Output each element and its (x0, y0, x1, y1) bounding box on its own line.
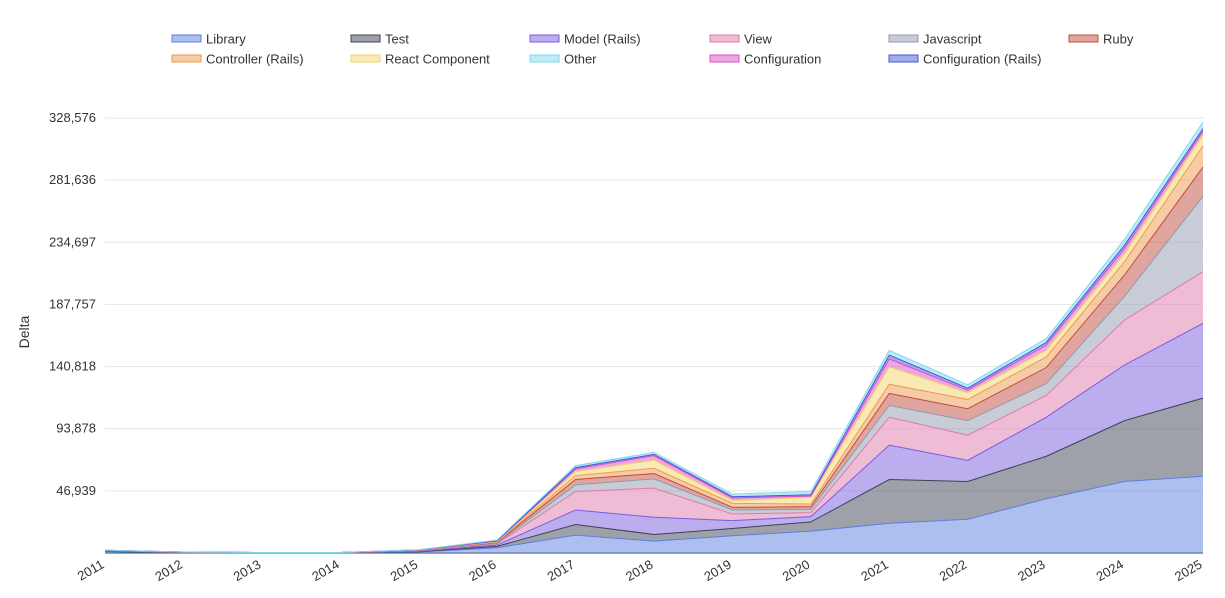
grid-lines (105, 117, 1203, 554)
legend-item-view[interactable]: View (709, 32, 773, 47)
y-tick-label: 328,576 (49, 110, 96, 125)
x-tick-label: 2021 (858, 557, 891, 584)
legend-item-controller-rails[interactable]: Controller (Rails) (171, 52, 304, 67)
x-tick-label: 2012 (152, 557, 185, 584)
x-tick-label: 2022 (937, 557, 970, 584)
legend-swatch (709, 54, 740, 63)
legend-swatch (529, 54, 560, 63)
x-tick-label: 2023 (1015, 557, 1048, 584)
area-view[interactable] (105, 271, 1203, 553)
legend-label: React Component (385, 52, 490, 67)
y-tick-label: 234,697 (49, 234, 96, 249)
legend-item-react-component[interactable]: React Component (350, 52, 490, 67)
x-tick-label: 2017 (545, 557, 578, 584)
x-tick-label: 2016 (466, 557, 499, 584)
x-tick-label: 2015 (388, 557, 421, 584)
legend-swatch (709, 34, 740, 43)
legend-item-configuration-rails[interactable]: Configuration (Rails) (888, 52, 1042, 67)
legend-item-ruby[interactable]: Ruby (1068, 32, 1134, 47)
y-tick-label: 187,757 (49, 296, 96, 311)
x-tick-label: 2020 (780, 557, 813, 584)
legend-label: Model (Rails) (564, 32, 641, 47)
line-other (104, 121, 1204, 554)
x-tick-label: 2024 (1094, 557, 1127, 584)
legend-swatch (888, 34, 919, 43)
y-axis-ticks: 46,939 93,878 140,818 187,757 234,697 281,636… (49, 110, 96, 498)
area-test[interactable] (105, 398, 1203, 553)
area-javascript[interactable] (105, 196, 1203, 553)
legend-swatch (171, 54, 202, 63)
legend-item-library[interactable]: Library (171, 32, 246, 47)
legend-item-other[interactable]: Other (529, 52, 597, 67)
legend-label: Other (564, 52, 597, 67)
x-tick-label: 2019 (701, 557, 734, 584)
legend-swatch (888, 54, 919, 63)
x-tick-label: 2018 (623, 557, 656, 584)
legend-label: Test (385, 32, 409, 47)
x-tick-label: 2014 (309, 557, 342, 584)
legend-swatch (1068, 34, 1099, 43)
x-axis-ticks: 2011 2012 2013 2014 2015 2016 2017 2018 2019 2020… (75, 557, 1205, 584)
legend[interactable]: Library Test Model (Rails) View Javascript Ru… (171, 32, 1134, 67)
y-tick-label: 140,818 (49, 359, 96, 374)
legend-label: Configuration (744, 52, 821, 67)
area-ruby[interactable] (105, 167, 1203, 553)
legend-swatch (350, 54, 381, 63)
x-tick-label: 2025 (1172, 557, 1205, 584)
y-tick-label: 93,878 (56, 421, 96, 436)
legend-item-javascript[interactable]: Javascript (888, 32, 982, 47)
legend-label: Javascript (923, 32, 982, 47)
legend-item-model-rails[interactable]: Model (Rails) (529, 32, 641, 47)
legend-item-test[interactable]: Test (350, 32, 409, 47)
legend-swatch (529, 34, 560, 43)
legend-label: View (744, 32, 773, 47)
x-tick-label: 2013 (231, 557, 264, 584)
y-tick-label: 281,636 (49, 172, 96, 187)
y-axis-title: Delta (16, 315, 32, 348)
series-lines (104, 121, 1204, 554)
legend-swatch (171, 34, 202, 43)
area-library[interactable] (105, 476, 1203, 553)
legend-swatch (350, 34, 381, 43)
legend-label: Ruby (1103, 32, 1134, 47)
area-controller-rails[interactable] (105, 145, 1203, 553)
legend-label: Controller (Rails) (206, 52, 304, 67)
legend-label: Library (206, 32, 246, 47)
x-tick-label: 2011 (75, 557, 107, 584)
legend-item-configuration[interactable]: Configuration (709, 52, 821, 67)
series-areas (105, 122, 1203, 553)
y-tick-label: 46,939 (56, 483, 96, 498)
legend-label: Configuration (Rails) (923, 52, 1042, 67)
